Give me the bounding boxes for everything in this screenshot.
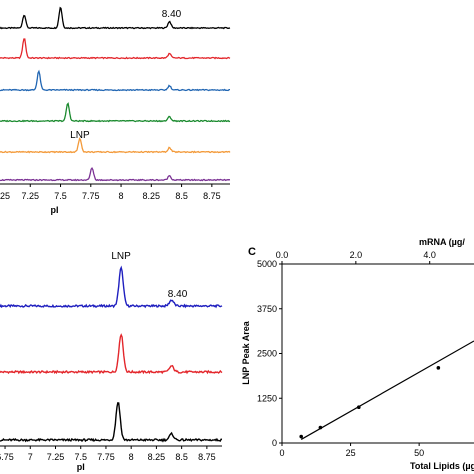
panel-b-x-tick-label: 8.75 xyxy=(198,452,216,462)
panel-b-x-tick-label: 8.5 xyxy=(175,452,188,462)
panel-b-x-tick-label: 7.5 xyxy=(74,452,87,462)
panel-c-y-tick-label: 5000 xyxy=(257,259,277,269)
panel-a-annotation-lnp: LNP xyxy=(70,130,90,141)
panel-b-x-axis-label: pI xyxy=(77,462,85,472)
panel-c-scatter: C 0 1250 2500 3750 5000 0 25 50 0.0 2.0 4.0 mRNA (µg… xyxy=(241,237,474,471)
panel-b-electropherogram: 6.75 7 7.25 7.5 7.75 8 8.25 8.5 8.75 pI LNP 8.40 xyxy=(0,251,223,472)
panel-c-fit-line xyxy=(300,340,474,440)
panel-b-x-tick-label: 8 xyxy=(129,452,134,462)
panel-c-plot-frame xyxy=(281,263,474,444)
panel-b-annotation-840: 8.40 xyxy=(168,289,188,300)
panel-a-trace-4 xyxy=(0,137,231,154)
panel-a-x-tick-label: 7.75 xyxy=(82,191,100,201)
panel-a-x-tick-label: 7.25 xyxy=(21,191,39,201)
panel-a-trace-2 xyxy=(0,69,230,92)
panel-c-x-tick-label: 50 xyxy=(414,448,424,458)
panel-a-trace-1 xyxy=(0,38,231,60)
panel-a-x-tick-label: 8 xyxy=(119,191,124,201)
panel-c-y-tick-label: 0 xyxy=(272,438,277,448)
panel-a-x-axis-label: pI xyxy=(50,205,58,215)
panel-b-x-tick-label: 7.25 xyxy=(47,452,65,462)
panel-b-trace-2 xyxy=(0,402,223,443)
panel-b-x-tick-label: 7 xyxy=(28,452,33,462)
panel-a-trace-0 xyxy=(0,6,231,30)
panel-c-point-0 xyxy=(299,434,304,439)
panel-c-top-tick-label: 2.0 xyxy=(350,250,363,260)
panel-a-annotation-840: 8.40 xyxy=(162,9,182,20)
panel-a-x-tick-label: 25 xyxy=(0,191,10,201)
panel-c-top-axis-label: mRNA (µg/ xyxy=(419,237,465,247)
panel-c-y-axis-label: LNP Peak Area xyxy=(241,320,251,385)
panel-c-point-3 xyxy=(436,366,441,370)
panel-a-electropherogram: 7.25 7.5 7.75 8 8.25 8.5 8.75 25 pI 8.40 LNP xyxy=(0,6,231,215)
panel-c-y-tick-label: 2500 xyxy=(257,349,277,359)
panel-b-trace-0 xyxy=(0,265,223,309)
panel-a-trace-5 xyxy=(0,167,231,182)
panel-c-top-tick-label: 4.0 xyxy=(423,250,436,260)
panel-a-x-tick-label: 8.75 xyxy=(203,191,221,201)
panel-c-letter: C xyxy=(248,246,256,258)
panel-c-point-2 xyxy=(357,405,361,410)
panel-c-x-axis-label: Total Lipids (µg/ xyxy=(410,461,474,471)
panel-b-x-tick-label: 7.75 xyxy=(97,452,115,462)
panel-b-annotation-lnp: LNP xyxy=(111,251,131,262)
panel-b-trace-1 xyxy=(0,333,223,375)
panel-c-y-tick-label: 1250 xyxy=(257,393,277,403)
panel-c-x-tick-label: 25 xyxy=(346,448,356,458)
panel-a-x-tick-label: 8.25 xyxy=(143,191,161,201)
panel-c-top-tick-label: 0.0 xyxy=(276,250,289,260)
panel-b-x-tick-label: 8.25 xyxy=(148,452,166,462)
panel-c-x-tick-label: 0 xyxy=(279,448,284,458)
panel-b-x-tick-label: 6.75 xyxy=(0,452,14,462)
panel-a-x-tick-label: 8.5 xyxy=(175,191,188,201)
panel-a-x-tick-label: 7.5 xyxy=(54,191,67,201)
panel-c-y-tick-label: 3750 xyxy=(257,304,277,314)
panel-c-point-1 xyxy=(318,425,323,430)
panel-a-trace-3 xyxy=(0,102,231,123)
